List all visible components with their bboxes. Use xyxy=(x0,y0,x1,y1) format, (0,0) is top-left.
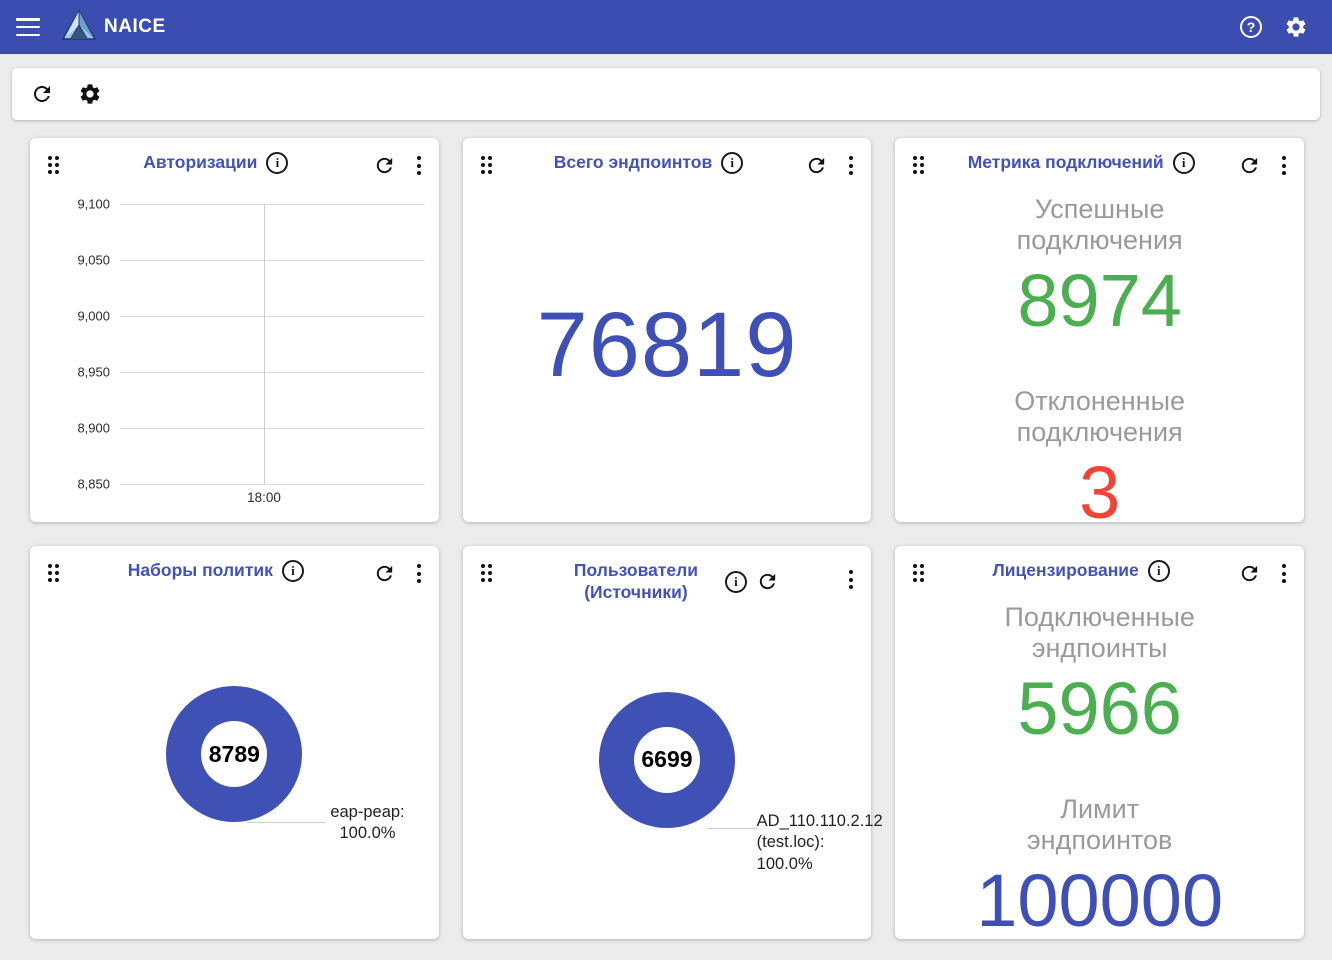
more-options-icon[interactable] xyxy=(411,154,427,177)
refresh-icon[interactable] xyxy=(373,562,396,585)
refresh-icon[interactable] xyxy=(1238,562,1261,585)
metric-label: Отклоненные подключения xyxy=(1014,385,1186,447)
y-tick: 8,850 xyxy=(77,476,110,492)
more-options-icon[interactable] xyxy=(843,154,859,177)
refresh-icon[interactable] xyxy=(805,154,828,177)
rejected-connections-metric: Отклоненные подключения 3 xyxy=(997,386,1202,532)
metric-label: Лимит эндпоинтов xyxy=(1026,793,1173,855)
more-options-icon[interactable] xyxy=(411,562,427,585)
y-tick: 9,050 xyxy=(77,252,110,268)
refresh-all-icon[interactable] xyxy=(30,82,54,106)
drag-handle-icon[interactable] xyxy=(913,156,925,174)
connected-endpoints-value: 5966 xyxy=(1017,667,1182,751)
widgets-grid: Авторизации i 9,100 9,050 9,000 8,950 8,… xyxy=(30,138,1304,939)
app-title: NAICE xyxy=(104,16,166,37)
more-options-icon[interactable] xyxy=(1276,562,1292,585)
donut-center-value: 6699 xyxy=(641,746,693,773)
card-title: Всего эндпоинтов xyxy=(553,152,713,173)
help-icon[interactable]: ? xyxy=(1240,16,1262,38)
users-sources-donut-chart: 6699 AD_110.110.2.12 (test.loc): 100.0% xyxy=(475,604,883,925)
metric-label: Успешные подключения xyxy=(1016,194,1183,256)
y-tick: 8,950 xyxy=(77,364,110,380)
card-authorizations: Авторизации i 9,100 9,050 9,000 8,950 8,… xyxy=(30,138,439,522)
refresh-icon[interactable] xyxy=(1238,154,1261,177)
drag-handle-icon[interactable] xyxy=(913,564,925,582)
endpoint-limit-metric: Лимит эндпоинтов 100000 xyxy=(976,794,1223,940)
donut-center-value: 8789 xyxy=(208,740,260,767)
card-total-endpoints: Всего эндпоинтов i 76819 xyxy=(462,138,872,522)
top-navbar: NAICE ? xyxy=(0,0,1332,54)
slice-label: AD_110.110.2.12 (test.loc): 100.0% xyxy=(756,811,883,873)
policy-sets-donut-chart: 8789 eap-peap: 100.0% xyxy=(42,590,427,925)
info-icon[interactable]: i xyxy=(1147,560,1170,582)
x-tick: 18:00 xyxy=(247,490,281,505)
metric-label: Подключенные эндпоинты xyxy=(1004,602,1195,664)
successful-connections-metric: Успешные подключения 8974 xyxy=(997,194,1202,340)
card-title: Наборы политик xyxy=(127,560,273,581)
app-logo-icon xyxy=(61,9,97,45)
y-tick: 9,100 xyxy=(77,196,110,212)
card-title: Лицензирование xyxy=(992,560,1139,581)
brand: NAICE xyxy=(61,9,166,45)
authorizations-line-chart: 9,100 9,050 9,000 8,950 8,900 8,850 18:0… xyxy=(42,196,427,505)
refresh-icon[interactable] xyxy=(756,570,779,593)
info-icon[interactable]: i xyxy=(724,570,747,593)
connected-endpoints-metric: Подключенные эндпоинты 5966 xyxy=(990,602,1210,748)
menu-icon[interactable] xyxy=(16,18,40,36)
info-icon[interactable]: i xyxy=(1172,152,1195,174)
total-endpoints-value: 76819 xyxy=(536,293,798,396)
card-title: Пользователи (Источники) xyxy=(573,560,699,602)
info-icon[interactable]: i xyxy=(281,560,304,582)
donut-ring: 8789 xyxy=(166,686,303,822)
donut-ring: 6699 xyxy=(598,691,735,828)
card-title: Метрика подключений xyxy=(967,152,1164,173)
dashboard-toolbar xyxy=(12,68,1320,120)
card-connection-metrics: Метрика подключений i Успешные подключен… xyxy=(895,138,1304,531)
dashboard-settings-icon[interactable] xyxy=(78,82,102,106)
settings-icon[interactable] xyxy=(1284,15,1308,39)
card-title: Авторизации xyxy=(143,152,258,173)
card-policy-sets: Наборы политик i 8789 eap-peap: 100.0% xyxy=(30,546,439,939)
more-options-icon[interactable] xyxy=(843,568,859,591)
endpoint-limit-value: 100000 xyxy=(976,858,1224,942)
slice-label: eap-peap: 100.0% xyxy=(330,803,405,843)
info-icon[interactable]: i xyxy=(721,152,744,174)
refresh-icon[interactable] xyxy=(373,154,396,177)
card-licensing: Лицензирование i Подключенные эндпоинты … xyxy=(895,546,1304,939)
y-tick: 9,000 xyxy=(77,308,110,324)
more-options-icon[interactable] xyxy=(1276,154,1292,177)
info-icon[interactable]: i xyxy=(266,152,289,174)
successful-connections-value: 8974 xyxy=(1017,259,1182,343)
drag-handle-icon[interactable] xyxy=(48,156,59,174)
drag-handle-icon[interactable] xyxy=(48,564,59,582)
card-users-sources: Пользователи (Источники) i 6699 AD_110.1… xyxy=(462,546,883,939)
drag-handle-icon[interactable] xyxy=(480,564,492,582)
rejected-connections-value: 3 xyxy=(1079,450,1121,534)
drag-handle-icon[interactable] xyxy=(480,156,492,174)
y-tick: 8,900 xyxy=(77,420,110,436)
